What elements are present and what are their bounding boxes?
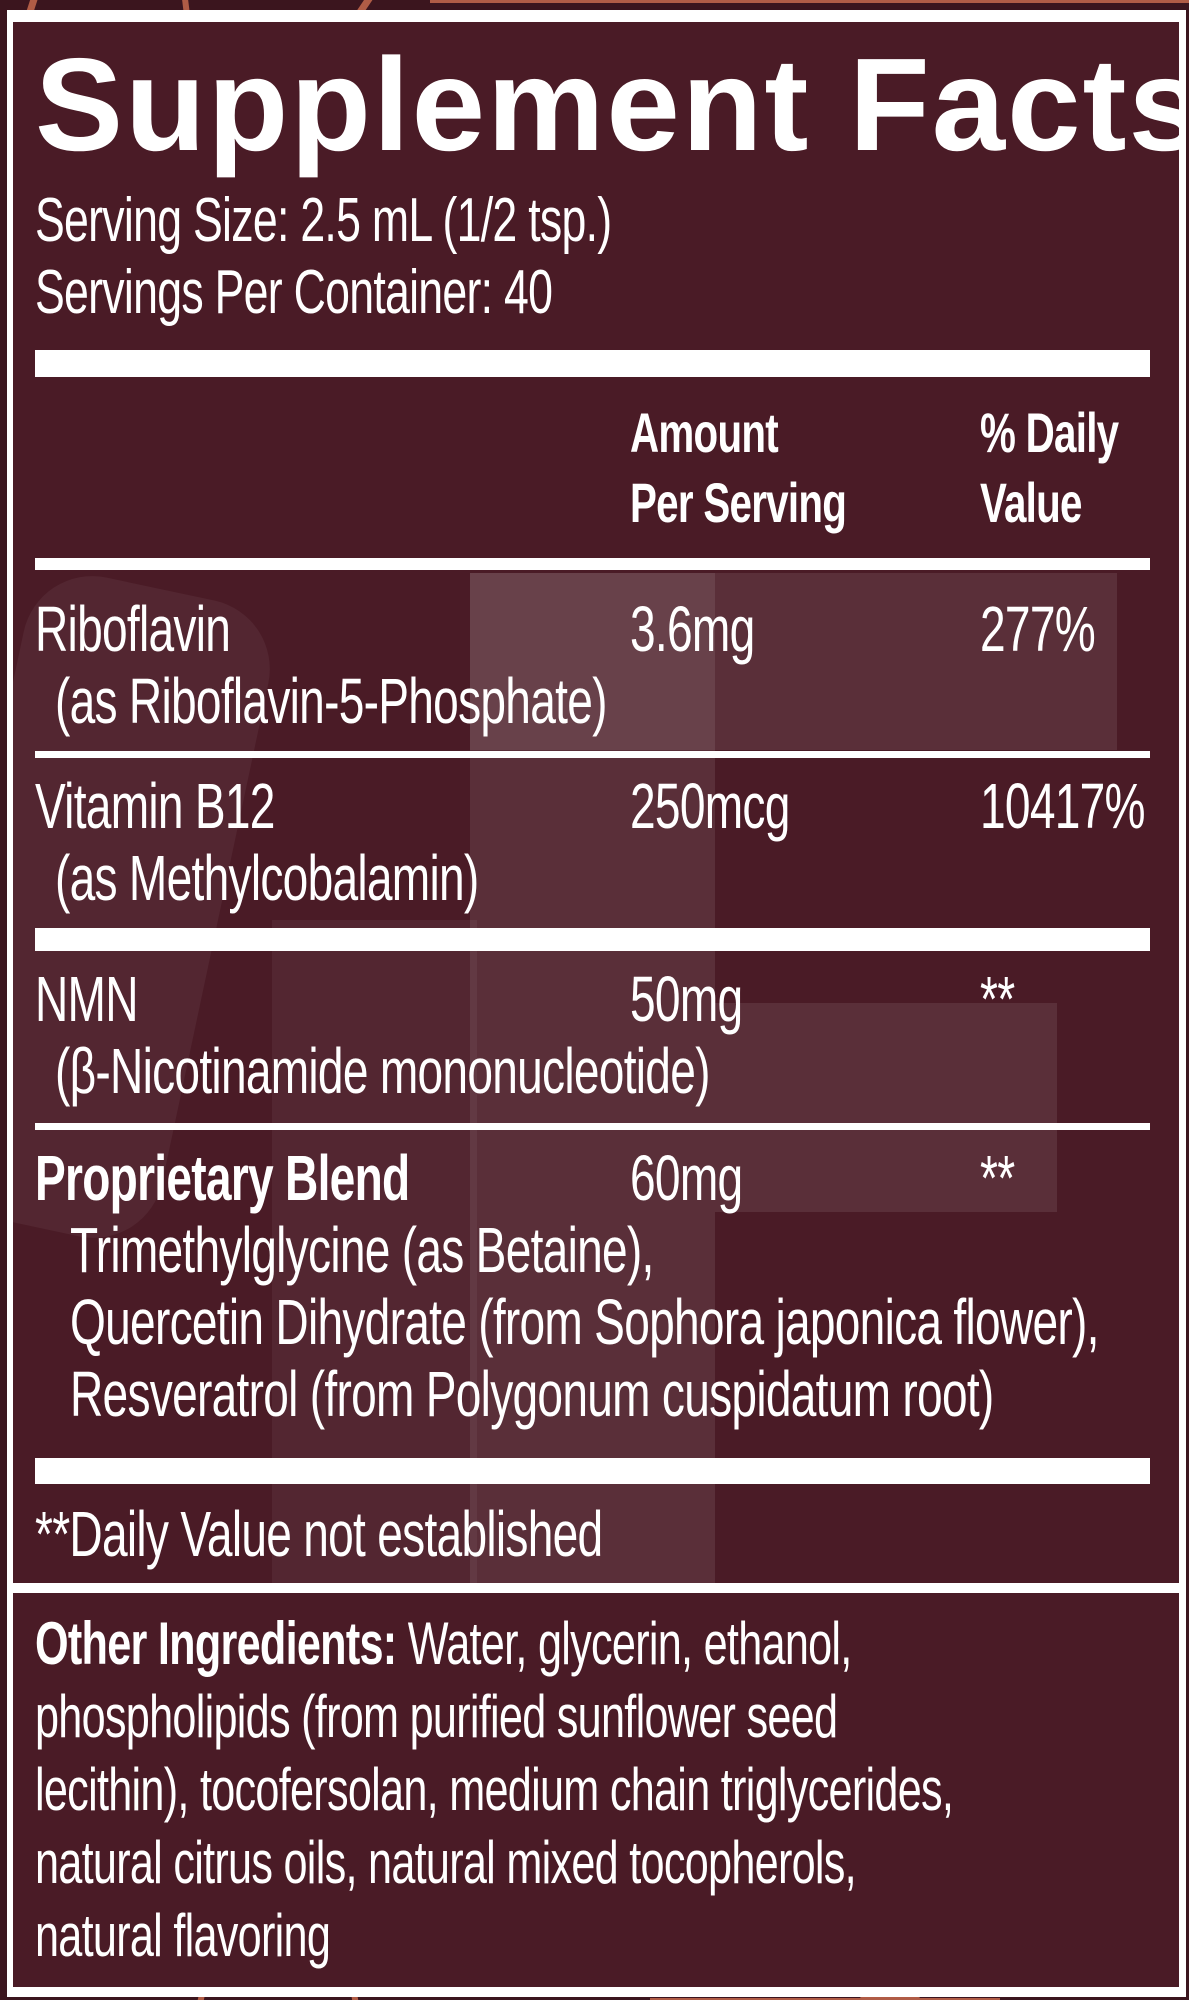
blend-item: Trimethylglycine (as Betaine), xyxy=(70,1214,654,1286)
column-header-daily-value: % Daily Value xyxy=(980,398,1172,538)
other-ingredients-line: natural citrus oils, natural mixed tocop… xyxy=(35,1829,857,1896)
servings-per-container-value: Servings Per Container: 40 xyxy=(35,258,553,327)
watermark-shape xyxy=(470,573,715,1583)
accent-curve xyxy=(181,0,191,10)
separator-bar-bottom xyxy=(35,1458,1150,1484)
daily-value-footnote: **Daily Value not established xyxy=(35,1498,603,1570)
other-ingredients-line: lecithin), tocofersolan, medium chain tr… xyxy=(35,1756,954,1823)
nutrient-amount: 60mg xyxy=(630,1142,743,1214)
label-frame: Supplement Facts Serving Size: 2.5 mL (1… xyxy=(7,10,1186,1997)
accent-curve xyxy=(352,0,375,10)
column-header-dv-line1: % Daily xyxy=(980,401,1119,464)
other-ingredients-line: natural flavoring xyxy=(35,1902,331,1969)
servings-per-container-text: Servings Per Container: 40 xyxy=(35,257,1179,329)
nutrient-dv: ** xyxy=(980,1142,1015,1214)
nutrient-row-nmn: NMN 50mg ** xyxy=(13,963,1179,1035)
other-ingredients-line: phospholipids (from purified sunflower s… xyxy=(35,1683,838,1750)
nutrient-detail: (β-Nicotinamide mononucleotide) xyxy=(55,1035,710,1107)
page-title: Supplement Facts xyxy=(35,31,1179,178)
photo-strip-top xyxy=(0,0,1189,10)
nutrient-amount: 250mcg xyxy=(630,770,790,842)
nutrient-name: Riboflavin xyxy=(35,593,231,665)
watermark-shape xyxy=(715,1003,1057,1212)
serving-size-text: Serving Size: 2.5 mL (1/2 tsp.) xyxy=(35,185,1179,257)
other-ingredients-line1-text: Water, glycerin, ethanol, xyxy=(396,1610,853,1677)
nutrient-detail: (as Methylcobalamin) xyxy=(55,842,479,914)
nutrient-amount: 3.6mg xyxy=(630,593,755,665)
column-header-amount: Amount Per Serving xyxy=(630,398,980,538)
other-ingredients-line: Other Ingredients: Water, glycerin, etha… xyxy=(35,1607,1150,1680)
nutrient-dv: 277% xyxy=(980,593,1096,665)
separator-line-thin xyxy=(35,1123,1150,1130)
serving-size-value: Serving Size: 2.5 mL (1/2 tsp.) xyxy=(35,186,612,255)
separator-line-thin xyxy=(35,751,1150,758)
blend-item: Resveratrol (from Polygonum cuspidatum r… xyxy=(70,1358,994,1430)
header-spacer xyxy=(35,398,630,538)
nutrient-row-riboflavin: Riboflavin 3.6mg 277% xyxy=(13,593,1179,665)
other-ingredients-panel: Other Ingredients: Water, glycerin, etha… xyxy=(13,1593,1179,1987)
nutrient-name: NMN xyxy=(35,963,138,1035)
separator-bar-thick xyxy=(35,928,1150,951)
accent-curve xyxy=(430,0,1189,3)
separator-bar-top xyxy=(35,350,1150,377)
accent-curve xyxy=(24,0,39,10)
nutrient-detail: (as Riboflavin-5-Phosphate) xyxy=(55,665,607,737)
nutrient-name: Proprietary Blend xyxy=(35,1142,410,1214)
other-ingredients-label: Other Ingredients: xyxy=(35,1610,397,1677)
accent-curve xyxy=(650,1998,1000,2000)
nutrient-row-vitamin-b12: Vitamin B12 250mcg 10417% xyxy=(13,770,1179,842)
nutrient-dv: 10417% xyxy=(980,770,1146,842)
table-header-row: Amount Per Serving % Daily Value xyxy=(13,398,1179,538)
photo-strip-bottom xyxy=(0,1997,1189,2000)
nutrient-row-proprietary-blend: Proprietary Blend 60mg ** xyxy=(13,1142,1179,1214)
accent-curve xyxy=(860,1997,920,2000)
column-header-amount-line2: Per Serving xyxy=(630,471,847,534)
supplement-facts-panel: Supplement Facts Serving Size: 2.5 mL (1… xyxy=(13,22,1179,1583)
blend-item: Quercetin Dihydrate (from Sophora japoni… xyxy=(70,1286,1099,1358)
watermark-shape xyxy=(470,573,1117,750)
separator-bar-header xyxy=(35,558,1150,570)
nutrient-dv: ** xyxy=(980,963,1015,1035)
column-header-amount-line1: Amount xyxy=(630,401,779,464)
nutrient-amount: 50mg xyxy=(630,963,743,1035)
nutrient-name: Vitamin B12 xyxy=(35,770,275,842)
column-header-dv-line2: Value xyxy=(980,471,1082,534)
